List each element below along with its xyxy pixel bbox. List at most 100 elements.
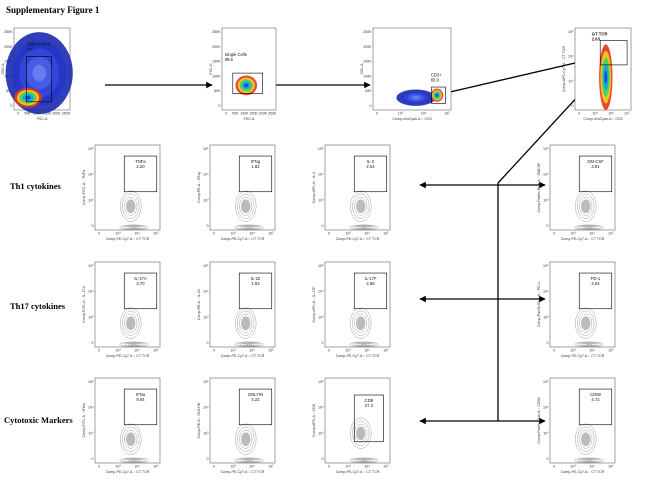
density-contour bbox=[119, 224, 149, 231]
density-contour bbox=[120, 307, 142, 339]
y-tick-label: 0 bbox=[370, 104, 372, 108]
density-contour bbox=[240, 342, 258, 347]
x-tick-label: 150K bbox=[43, 111, 52, 115]
row-label: Th1 cytokines bbox=[10, 181, 61, 191]
plot-frame bbox=[209, 144, 276, 231]
x-tick-label: 10⁴ bbox=[589, 348, 595, 352]
density-contour bbox=[243, 459, 255, 462]
flow-plot: 250K200K150K100K50K0050K100K150K200K250K… bbox=[1, 27, 73, 121]
density-contour bbox=[245, 343, 253, 346]
density-contour bbox=[577, 458, 601, 463]
y-tick-label: 0 bbox=[572, 104, 574, 108]
density-contour bbox=[585, 343, 593, 346]
x-axis-label: Comp-PE-Cy7-A :: CT TCR bbox=[336, 237, 380, 241]
x-tick-label: 10⁵ bbox=[268, 231, 274, 235]
gate-name: Splenocytes bbox=[27, 42, 50, 47]
y-tick-label: 10⁴ bbox=[88, 406, 94, 410]
gate bbox=[123, 388, 158, 426]
x-tick-label: 10³ bbox=[570, 464, 576, 468]
y-axis-label: Comp-APC-A :: IL-2 bbox=[312, 172, 316, 204]
y-tick-label: 10⁴ bbox=[568, 55, 574, 59]
density-contour bbox=[125, 342, 143, 347]
y-tick-label: 200K bbox=[212, 45, 221, 49]
gate bbox=[431, 86, 446, 104]
gate-name: GT TCR bbox=[592, 32, 608, 37]
density-contour bbox=[583, 459, 595, 462]
y-axis-label: Comp-FITC-A :: IL-17A bbox=[82, 286, 86, 323]
y-tick-label: 150K bbox=[363, 60, 372, 64]
x-tick-label: 10³ bbox=[570, 231, 576, 235]
x-tick-label: 0 bbox=[376, 111, 378, 115]
plot-frame bbox=[324, 261, 391, 348]
x-tick-label: 10⁵ bbox=[153, 464, 159, 468]
density-contour bbox=[577, 225, 601, 230]
density-contour bbox=[352, 225, 376, 230]
y-tick-label: 200K bbox=[363, 45, 372, 49]
x-tick-label: 10⁴ bbox=[589, 231, 595, 235]
density-contour bbox=[412, 96, 420, 100]
x-tick-label: 0 bbox=[213, 464, 215, 468]
y-tick-label: 10³ bbox=[568, 79, 574, 83]
gate-percent: 65.9 bbox=[431, 78, 440, 83]
plot-frame bbox=[94, 377, 161, 464]
density-contour bbox=[234, 341, 264, 348]
gate bbox=[26, 56, 52, 103]
y-tick-label: 0 bbox=[322, 341, 324, 345]
x-tick-label: 10⁵ bbox=[383, 231, 389, 235]
y-tick-label: 10⁵ bbox=[543, 264, 549, 268]
gate-name: IFNg bbox=[251, 159, 261, 164]
y-tick-label: 50K bbox=[214, 89, 221, 93]
density-contour bbox=[128, 459, 140, 462]
density-contour bbox=[130, 459, 138, 462]
flow-plot: 10⁵ 10⁴ 10³ 00 10³ 10⁴ 10⁵ IL-221.93 Comp-PE-Cy7… bbox=[197, 261, 276, 358]
x-tick-label: 10⁴ bbox=[249, 464, 255, 468]
y-tick-label: 0 bbox=[92, 341, 94, 345]
y-axis-label: Comp-PE-A :: IFNg bbox=[197, 172, 201, 203]
gate-name: IL-17A bbox=[134, 276, 147, 281]
y-tick-label: 50K bbox=[365, 89, 372, 93]
x-tick-label: 10⁴ bbox=[249, 231, 255, 235]
x-axis-label: Comp-AmCyan-A :: CD3 bbox=[392, 117, 431, 121]
gate-percent: 9.64 bbox=[136, 397, 145, 402]
x-tick-label: 10³ bbox=[592, 111, 598, 115]
x-tick-label: 0 bbox=[98, 231, 100, 235]
x-axis-label: Comp-PE-Cy7-A :: CT TCR bbox=[336, 470, 380, 474]
density-contour bbox=[122, 193, 140, 219]
flow-plot: 10⁵ 10⁴ 10³ 00 10³ 10⁴ 10⁵ IL-22.54 Comp-PE-Cy7-… bbox=[312, 144, 391, 241]
gate bbox=[123, 272, 158, 310]
x-tick-label: 10⁴ bbox=[134, 348, 140, 352]
gate bbox=[578, 388, 613, 426]
x-axis-label: Comp-PE-Cy7-A :: CT TCR bbox=[221, 237, 265, 241]
y-tick-label: 0 bbox=[207, 457, 209, 461]
density-contour bbox=[350, 307, 372, 339]
plot-frame bbox=[209, 261, 276, 348]
x-tick-label: 10³ bbox=[230, 464, 236, 468]
y-axis-label: Comp-PE-A :: GNLYIN bbox=[197, 402, 201, 438]
density-contour bbox=[577, 310, 595, 336]
plot-frame bbox=[221, 27, 277, 111]
gate-name: TNFa bbox=[135, 159, 146, 164]
y-tick-label: 0 bbox=[11, 104, 13, 108]
x-tick-label: 10³ bbox=[398, 111, 404, 115]
y-tick-label: 0 bbox=[219, 104, 221, 108]
x-tick-label: 10⁴ bbox=[421, 111, 427, 115]
x-axis-label: Comp-PE-Cy7-A :: CT TCR bbox=[221, 354, 265, 358]
gate bbox=[238, 388, 273, 426]
y-tick-label: 10³ bbox=[318, 315, 324, 319]
x-tick-label: 10³ bbox=[230, 231, 236, 235]
density-contour bbox=[355, 225, 373, 230]
density-core bbox=[126, 316, 136, 331]
y-tick-label: 0 bbox=[547, 341, 549, 345]
density-contour bbox=[122, 310, 140, 336]
density-contour bbox=[349, 341, 379, 348]
y-tick-label: 0 bbox=[547, 224, 549, 228]
density-contour bbox=[239, 429, 253, 449]
x-tick-label: 10³ bbox=[345, 464, 351, 468]
x-tick-label: 0 bbox=[213, 231, 215, 235]
y-tick-label: 100K bbox=[212, 74, 221, 78]
density-contour bbox=[352, 458, 376, 463]
